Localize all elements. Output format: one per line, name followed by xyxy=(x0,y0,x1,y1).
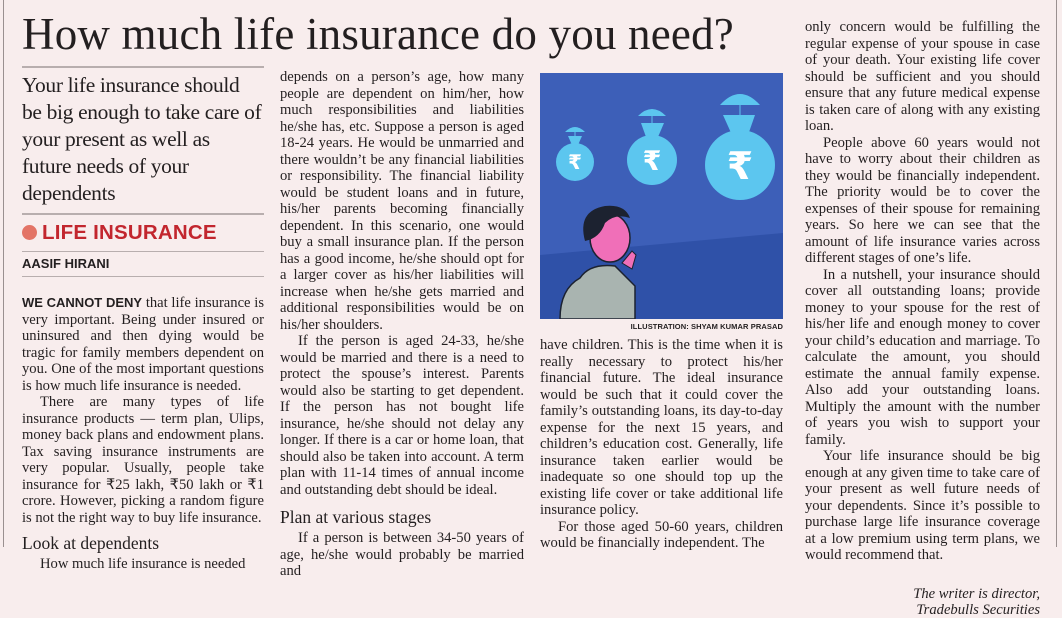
byline: AASIF HIRANI xyxy=(22,256,110,271)
paragraph: If the person is aged 24-33, he/she woul… xyxy=(280,333,524,498)
money-bag-medium-icon: ₹ xyxy=(627,109,677,185)
page-border-right xyxy=(1056,0,1057,547)
paragraph: depends on a person’s age, how many peop… xyxy=(280,69,524,333)
svg-text:₹: ₹ xyxy=(727,144,753,188)
paragraph: Your life insurance should be big enough… xyxy=(805,448,1040,563)
illustration-column: ₹ ₹ ₹ ILLUSTRATION: SHYAM KUMAR PRASAD h… xyxy=(540,73,783,552)
paragraph: WE CANNOT DENY that life insurance is ve… xyxy=(22,295,264,394)
thinking-man-figure xyxy=(559,205,637,319)
bullet-dot-icon xyxy=(22,225,37,240)
divider xyxy=(22,213,264,215)
column-2: depends on a person’s age, how many peop… xyxy=(280,69,524,580)
paragraph-text: that life insurance is very important. B… xyxy=(22,295,265,394)
column-3: have children. This is the time when it … xyxy=(540,337,783,552)
column-4: only concern would be fulfilling the reg… xyxy=(805,19,1040,618)
illustration-credit: ILLUSTRATION: SHYAM KUMAR PRASAD xyxy=(630,322,783,331)
paragraph: People above 60 years would not have to … xyxy=(805,134,1040,267)
illustration: ₹ ₹ ₹ xyxy=(540,73,783,319)
svg-text:₹: ₹ xyxy=(568,150,582,174)
left-column: Your life insurance should be big enough… xyxy=(22,66,264,573)
paragraph: There are many types of life insurance p… xyxy=(22,394,264,526)
section-label-text: LIFE INSURANCE xyxy=(42,221,217,244)
paragraph: only concern would be fulfilling the reg… xyxy=(805,19,1040,134)
subheading: Look at dependents xyxy=(22,533,160,553)
summary-deck: Your life insurance should be big enough… xyxy=(22,73,262,205)
svg-text:₹: ₹ xyxy=(643,146,662,177)
paragraph: How much life insurance is needed xyxy=(40,556,246,572)
author-note: The writer is director, Tradebulls Securi… xyxy=(805,586,1040,618)
author-note-line: Tradebulls Securities xyxy=(916,601,1040,618)
page-border-left xyxy=(3,0,4,547)
column-1: WE CANNOT DENY that life insurance is ve… xyxy=(22,295,264,573)
divider xyxy=(22,66,264,68)
section-label: LIFE INSURANCE xyxy=(22,219,264,247)
money-bag-large-icon: ₹ xyxy=(705,94,775,200)
money-bag-small-icon: ₹ xyxy=(556,127,594,181)
lead-in: WE CANNOT DENY xyxy=(22,295,143,310)
subheading: Plan at various stages xyxy=(280,507,432,527)
paragraph: In a nutshell, your insurance should cov… xyxy=(805,266,1040,448)
divider xyxy=(22,276,264,277)
paragraph: If a person is between 34-50 years of ag… xyxy=(280,530,524,579)
author-note-line: The writer is director, xyxy=(913,585,1040,602)
divider xyxy=(22,251,264,252)
headline: How much life insurance do you need? xyxy=(22,9,734,59)
paragraph: have children. This is the time when it … xyxy=(540,337,783,518)
